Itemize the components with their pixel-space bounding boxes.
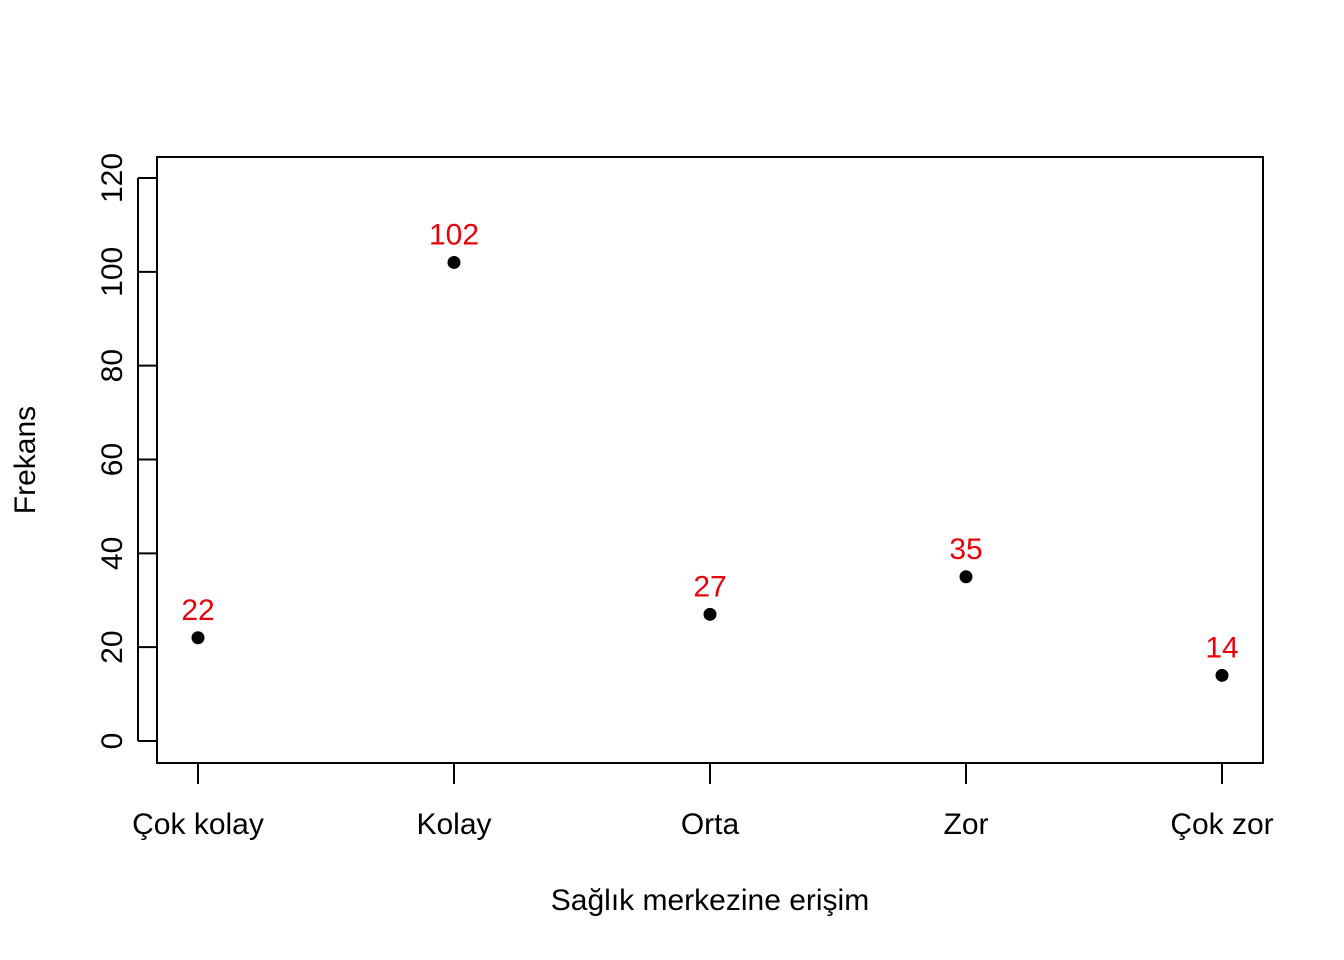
- data-point: [191, 631, 205, 645]
- data-point: [959, 570, 973, 584]
- x-tick-label: Çok kolay: [132, 808, 264, 841]
- x-tick-label: Zor: [944, 808, 989, 841]
- x-axis: Çok kolay Kolay Orta Zor Çok zor: [132, 763, 1274, 841]
- data-labels: 22 102 27 35 14: [181, 218, 1238, 664]
- y-tick-label: 0: [96, 733, 129, 750]
- data-points: [191, 255, 1229, 682]
- plot-frame: [156, 156, 1264, 764]
- data-label: 35: [949, 533, 982, 566]
- y-tick-label: 20: [96, 630, 129, 663]
- x-axis-title: Sağlık merkezine erişim: [551, 884, 869, 917]
- y-tick-label: 40: [96, 537, 129, 570]
- data-label: 102: [429, 218, 479, 251]
- data-label: 22: [181, 594, 214, 627]
- x-tick-label: Çok zor: [1170, 808, 1273, 841]
- data-point: [447, 255, 461, 269]
- x-tick-label: Kolay: [416, 808, 491, 841]
- y-axis-title: Frekans: [9, 406, 42, 514]
- y-tick-label: 60: [96, 443, 129, 476]
- y-tick-label: 100: [96, 247, 129, 297]
- y-tick-label: 120: [96, 153, 129, 203]
- x-tick-label: Orta: [681, 808, 740, 841]
- y-tick-label: 80: [96, 349, 129, 382]
- y-axis: 0 20 40 60 80 100 120: [96, 153, 157, 749]
- data-point: [1215, 668, 1229, 682]
- data-label: 14: [1205, 631, 1238, 664]
- data-point: [703, 607, 717, 621]
- data-label: 27: [693, 570, 726, 603]
